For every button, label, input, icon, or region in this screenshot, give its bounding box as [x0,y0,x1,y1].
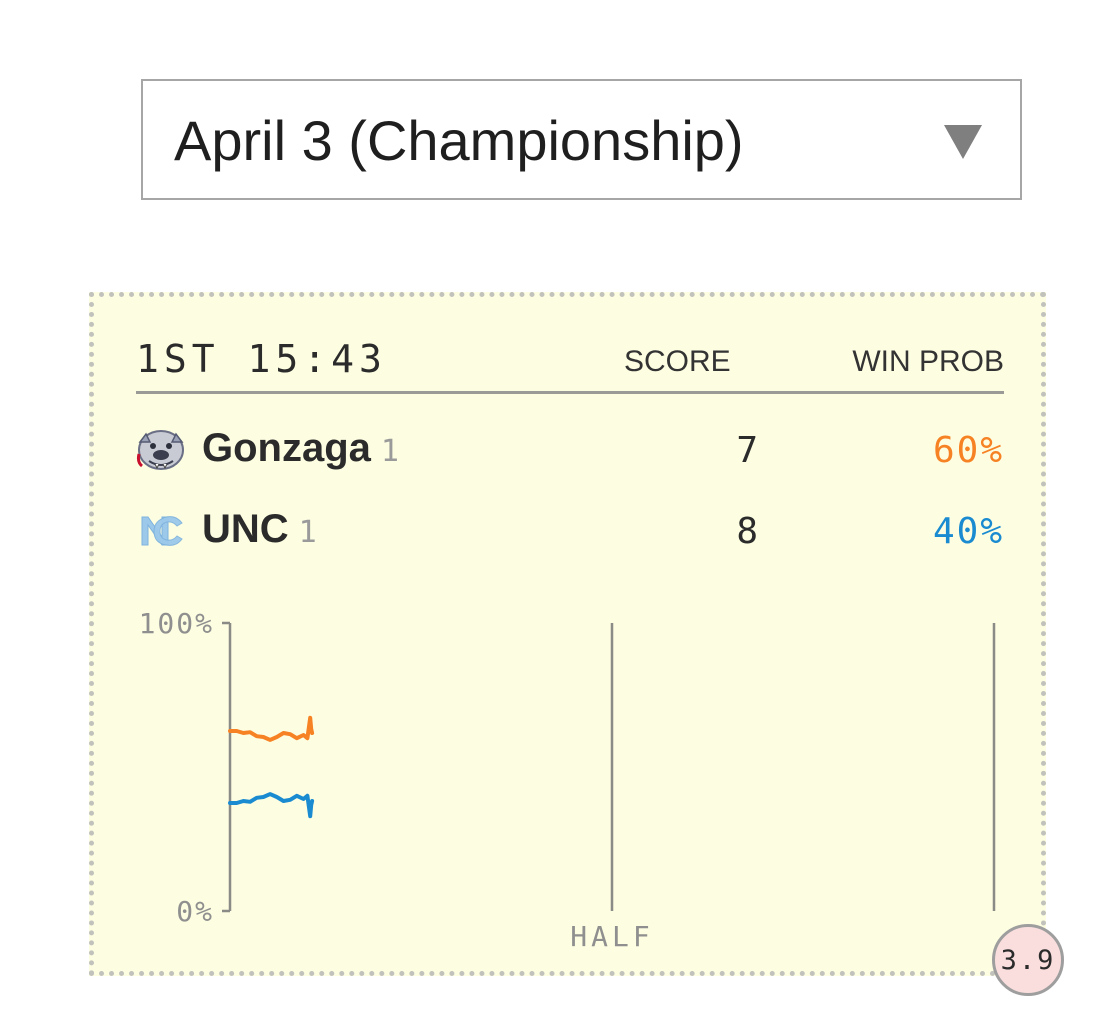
y-axis-tick-label: 0% [176,895,214,928]
win-prob-column-header: WIN PROB [852,345,1004,378]
team-win-prob: 40% [932,511,1004,552]
triangle-down-icon[interactable] [944,125,982,159]
team-row-unc: UNC 1 8 40% [136,503,1004,563]
team-name-text: Gonzaga [202,426,371,470]
game-card: 1ST 15:43 SCORE WIN PROB Gonzaga 1 7 60% [89,292,1046,976]
team-score: 8 [736,511,758,552]
series-line-unc [228,792,315,819]
y-axis-tick-label: 100% [139,607,214,640]
win-probability-chart: 100% 0% HALF [139,607,996,953]
team-row-gonzaga: Gonzaga 1 7 60% [136,422,1004,482]
series-line-gonzaga [228,715,315,742]
team-seed: 1 [380,434,399,469]
team-name: Gonzaga 1 [202,426,399,471]
team-seed: 1 [298,515,317,550]
team-name: UNC 1 [202,507,317,552]
dropdown-selected-label: April 3 (Championship) [174,109,744,172]
bulldog-logo-icon [136,430,184,470]
team-score: 7 [736,430,758,471]
team-name-text: UNC [202,507,289,551]
score-column-header: SCORE [624,345,731,378]
game-date-dropdown[interactable]: April 3 (Championship) [141,79,1022,200]
team-win-prob: 60% [932,430,1004,471]
period-marker-label: HALF [570,920,653,953]
info-badge[interactable]: 3.9 [992,924,1064,996]
interlocking-nc-logo-icon [141,516,183,546]
game-clock: 1ST 15:43 [136,337,387,381]
game-card-header: 1ST 15:43 SCORE WIN PROB [136,333,1004,394]
